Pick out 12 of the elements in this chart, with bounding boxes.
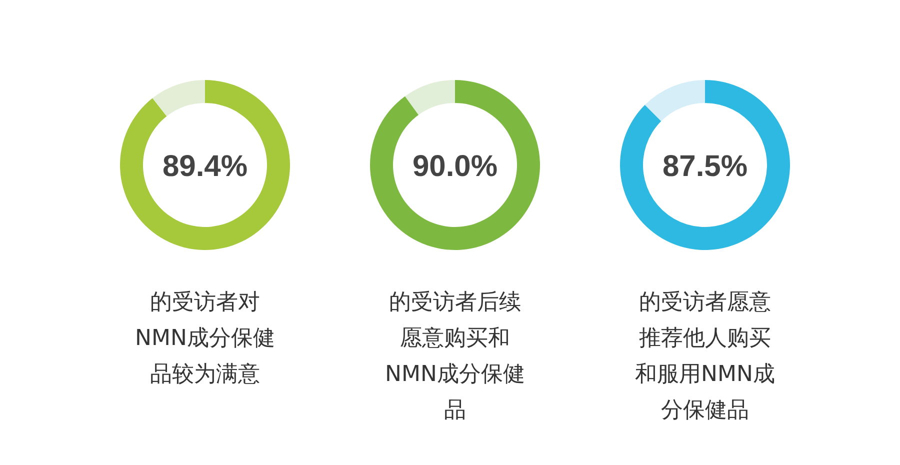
text: 的受访者愿意推荐他人购买和服用NMN成分保健品 xyxy=(634,289,776,425)
data-label: 90.0% xyxy=(412,150,498,183)
donut-slice xyxy=(370,80,540,250)
donut-slice xyxy=(620,80,790,250)
data-label: 87.5% xyxy=(662,150,748,183)
donut-slice xyxy=(644,80,705,122)
data-label: 89.4% xyxy=(162,150,248,183)
donut-slice xyxy=(120,80,290,250)
donut-slice xyxy=(405,80,455,115)
donut-slice xyxy=(152,80,205,116)
text: 的受访者对NMN成分保健品较为满意 xyxy=(134,289,276,389)
text: 的受访者后续愿意购买和NMN成分保健品 xyxy=(384,289,526,425)
